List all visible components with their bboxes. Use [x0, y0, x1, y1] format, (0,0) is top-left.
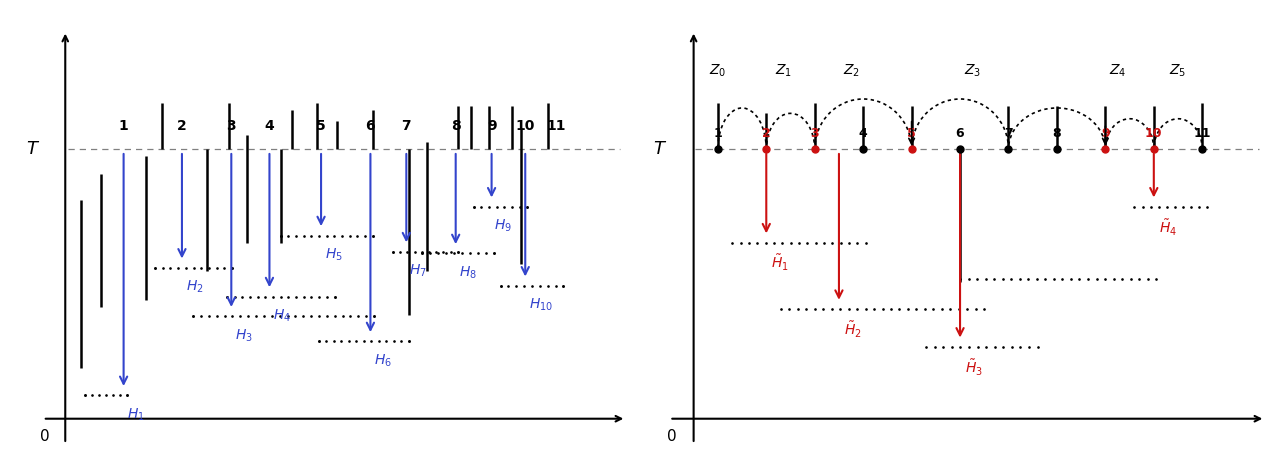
Text: 6: 6: [366, 119, 376, 133]
Text: $\tilde{H}_3$: $\tilde{H}_3$: [965, 357, 983, 378]
Text: $T$: $T$: [653, 140, 667, 158]
Text: $\tilde{H}_4$: $\tilde{H}_4$: [1159, 218, 1177, 237]
Text: 7: 7: [401, 119, 412, 133]
Text: $\tilde{H}_1$: $\tilde{H}_1$: [771, 253, 789, 274]
Text: $Z_5$: $Z_5$: [1169, 63, 1187, 79]
Text: 2: 2: [178, 119, 187, 133]
Text: $Z_2$: $Z_2$: [842, 63, 860, 79]
Text: $H_8$: $H_8$: [459, 264, 477, 281]
Text: $H_{10}$: $H_{10}$: [529, 297, 553, 313]
Text: 4: 4: [265, 119, 275, 133]
Text: 8: 8: [1053, 127, 1061, 140]
Text: $Z_1$: $Z_1$: [774, 63, 792, 79]
Text: $H_5$: $H_5$: [325, 246, 343, 263]
Text: 1: 1: [119, 119, 129, 133]
Text: 5: 5: [907, 127, 916, 140]
Text: $H_6$: $H_6$: [374, 352, 392, 369]
Text: $H_1$: $H_1$: [128, 406, 144, 422]
Text: 11: 11: [547, 119, 566, 133]
Text: 6: 6: [956, 127, 965, 140]
Text: 9: 9: [1102, 127, 1109, 140]
Text: $Z_4$: $Z_4$: [1109, 63, 1126, 79]
Text: 1: 1: [713, 127, 722, 140]
Text: $T$: $T$: [27, 140, 41, 158]
Text: 3: 3: [810, 127, 819, 140]
Text: $H_4$: $H_4$: [273, 308, 291, 324]
Text: 0: 0: [41, 429, 50, 444]
Text: 0: 0: [667, 429, 676, 444]
Text: 9: 9: [487, 119, 496, 133]
Text: $H_9$: $H_9$: [493, 218, 511, 234]
Text: 5: 5: [316, 119, 326, 133]
Text: 10: 10: [1145, 127, 1163, 140]
Text: $H_2$: $H_2$: [185, 279, 203, 295]
Text: 2: 2: [762, 127, 771, 140]
Text: 11: 11: [1194, 127, 1212, 140]
Text: $\tilde{H}_2$: $\tilde{H}_2$: [843, 320, 861, 340]
Text: 4: 4: [859, 127, 868, 140]
Text: $Z_3$: $Z_3$: [964, 63, 980, 79]
Text: $H_7$: $H_7$: [409, 262, 427, 279]
Text: $H_3$: $H_3$: [235, 327, 253, 343]
Text: $Z_0$: $Z_0$: [709, 63, 726, 79]
Text: 8: 8: [451, 119, 460, 133]
Text: 10: 10: [515, 119, 535, 133]
Text: 7: 7: [1005, 127, 1013, 140]
Text: 3: 3: [226, 119, 236, 133]
